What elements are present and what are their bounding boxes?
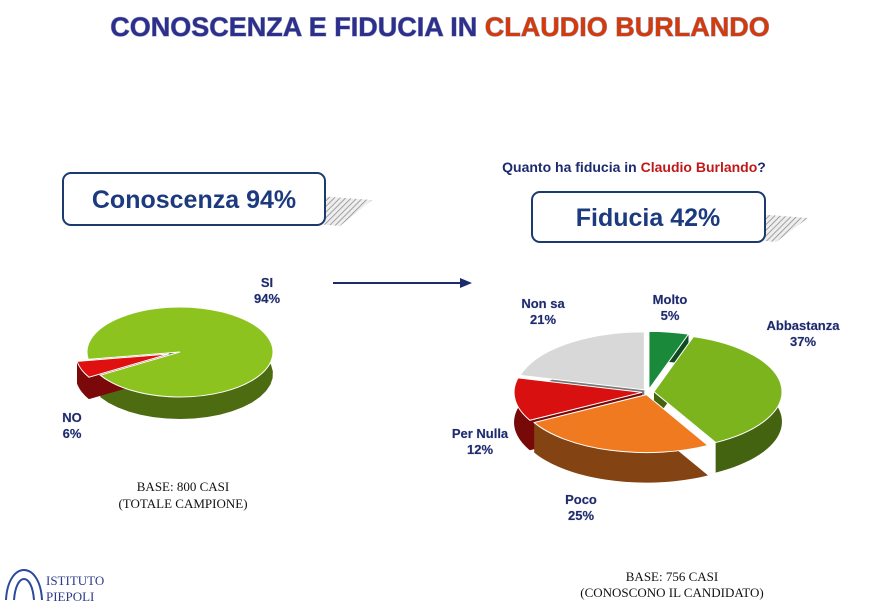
slice-label: Poco (565, 492, 597, 507)
slice (519, 331, 645, 391)
slice-label: Abbastanza (767, 318, 841, 333)
slice-value-label: 6% (63, 426, 82, 441)
slice-value-label: 5% (661, 308, 680, 323)
footnote: BASE: 756 CASI (626, 569, 718, 584)
slice (513, 377, 643, 421)
footnote: (TOTALE CAMPIONE) (118, 496, 247, 511)
logo-text: PIEPOLI (46, 589, 94, 604)
slice-value-label: 12% (467, 442, 493, 457)
box (531, 191, 766, 243)
title-part: CLAUDIO BURLANDO (485, 12, 770, 42)
logo-icon (5, 569, 43, 601)
question-part: Quanto ha fiducia in (502, 159, 637, 175)
question: Quanto ha fiducia in Claudio Burlando? (502, 159, 766, 175)
slice-value-label: 37% (790, 334, 816, 349)
slice-value-label: 25% (568, 508, 594, 523)
slice-label: Molto (653, 292, 688, 307)
box-shadow (316, 196, 372, 226)
slice-value-label: 94% (254, 291, 280, 306)
slice (533, 394, 710, 454)
slice-value-label: 21% (530, 312, 556, 327)
slice-label: SI (261, 275, 273, 290)
title-part: CONOSCENZA E FIDUCIA IN (110, 12, 477, 42)
question-part: ? (757, 159, 766, 175)
box-title: Conoscenza 94% (92, 186, 296, 214)
slice (76, 353, 169, 378)
slice (653, 336, 783, 444)
box-shadow (756, 214, 808, 242)
logo-text: ISTITUTO (46, 573, 104, 588)
box-title: Fiducia 42% (576, 204, 721, 232)
slice-label: NO (62, 410, 82, 425)
slice (86, 306, 274, 398)
footnote: BASE: 800 CASI (137, 479, 229, 494)
slice (648, 330, 690, 391)
footnote: (CONOSCONO IL CANDIDATO) (580, 585, 763, 600)
slice-label: Per Nulla (452, 426, 509, 441)
slice-label: Non sa (521, 296, 565, 311)
question-part: Claudio Burlando (641, 159, 758, 175)
slide-title: CONOSCENZA E FIDUCIA IN CLAUDIO BURLANDO (110, 12, 770, 42)
arrow-head (460, 278, 472, 288)
box (62, 172, 326, 226)
